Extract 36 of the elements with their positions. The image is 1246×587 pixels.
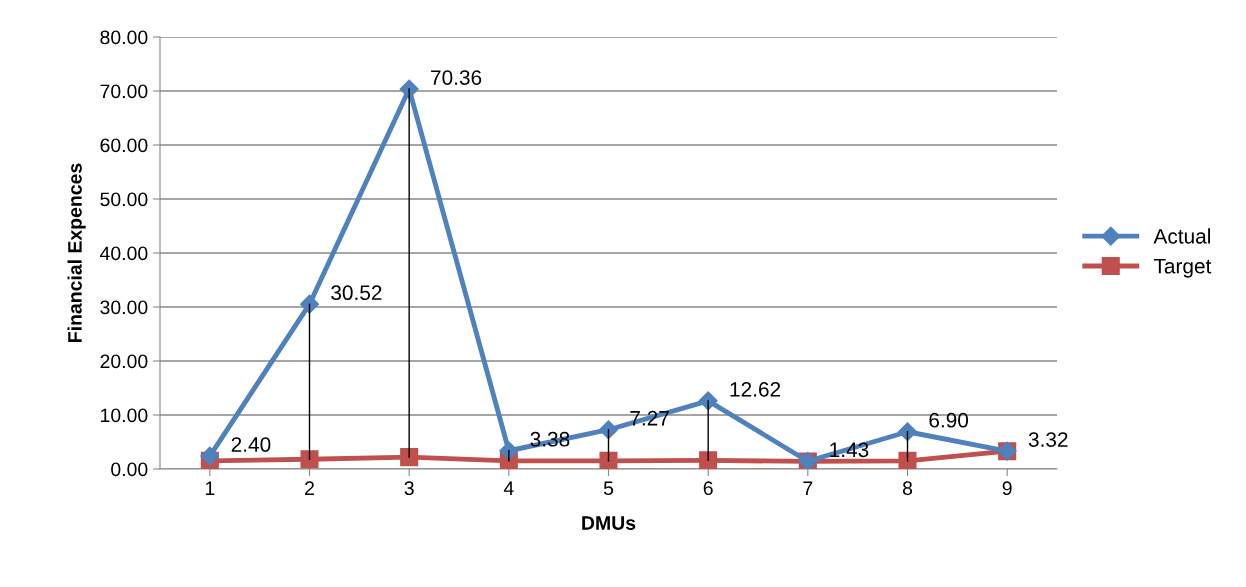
y-tick-label: 70.00 <box>100 84 148 99</box>
y-tick-label: 80.00 <box>100 30 148 45</box>
point <box>300 450 319 469</box>
x-tick-label: 6 <box>703 481 713 496</box>
x-tick-label: 2 <box>305 481 314 495</box>
data-label: 70.36 <box>431 70 482 85</box>
data-label: 2.40 <box>231 437 271 452</box>
data-label: 6.90 <box>929 412 969 428</box>
point <box>699 451 718 469</box>
x-tick-label: 5 <box>603 481 614 496</box>
x-tick-label: 9 <box>1002 481 1012 496</box>
point <box>599 451 618 469</box>
point <box>898 451 917 469</box>
data-label: 30.52 <box>331 285 382 301</box>
y-tick-label: 50.00 <box>100 192 148 207</box>
data-label: 12.62 <box>730 381 781 397</box>
y-tick-label: 0.00 <box>111 462 148 477</box>
data-label: 7.27 <box>630 410 669 426</box>
y-tick-label: 10.00 <box>101 408 148 423</box>
data-label: 3.32 <box>1028 432 1068 447</box>
y-tick-label: 20.00 <box>100 354 148 369</box>
point <box>400 448 419 467</box>
x-tick-label: 3 <box>404 481 414 496</box>
x-tick-label: 4 <box>503 481 514 495</box>
y-axis-title: Financial Expences <box>67 163 86 342</box>
point <box>200 446 220 466</box>
x-tick-label: 7 <box>803 481 813 495</box>
y-tick-label: 40.00 <box>99 246 148 261</box>
x-axis-title: DMUs <box>582 516 636 530</box>
legend-label: Actual <box>1153 228 1210 244</box>
x-tick-label: 1 <box>205 481 215 495</box>
x-tick-label: 8 <box>902 481 913 496</box>
data-label: 3.38 <box>530 431 570 447</box>
legend-label: Target <box>1153 258 1212 278</box>
y-tick-label: 30.00 <box>100 300 148 315</box>
y-tick-label: 60.00 <box>100 138 148 153</box>
